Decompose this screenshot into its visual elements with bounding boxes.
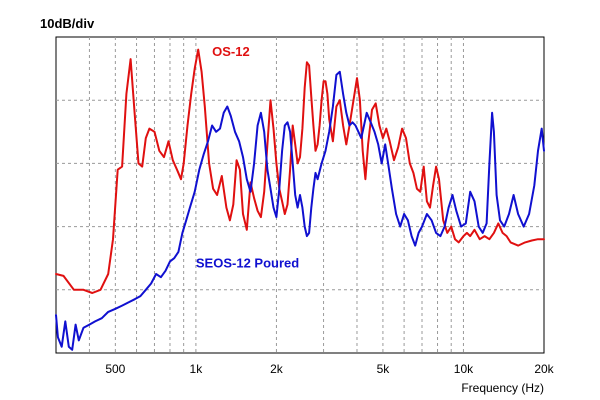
series-line-os-12	[55, 48, 545, 294]
x-tick-label: 10k	[454, 362, 474, 376]
series-label-os-12: OS-12	[212, 44, 250, 59]
series-line-seos-12-poured	[55, 70, 545, 351]
x-tick-labels: 500 1k 2k 5k 10k 20k	[105, 362, 554, 376]
series-group	[55, 48, 545, 351]
x-axis-label: Frequency (Hz)	[461, 381, 544, 395]
grid	[56, 37, 544, 353]
x-tick-label: 500	[105, 362, 125, 376]
x-tick-label: 20k	[534, 362, 554, 376]
annotation-group: OS-12 SEOS-12 Poured	[196, 44, 299, 271]
scale-label: 10dB/div	[40, 16, 95, 31]
x-tick-label: 2k	[270, 362, 284, 376]
x-tick-label: 5k	[377, 362, 391, 376]
x-tick-label: 1k	[190, 362, 204, 376]
series-label-seos-12-poured: SEOS-12 Poured	[196, 256, 299, 271]
